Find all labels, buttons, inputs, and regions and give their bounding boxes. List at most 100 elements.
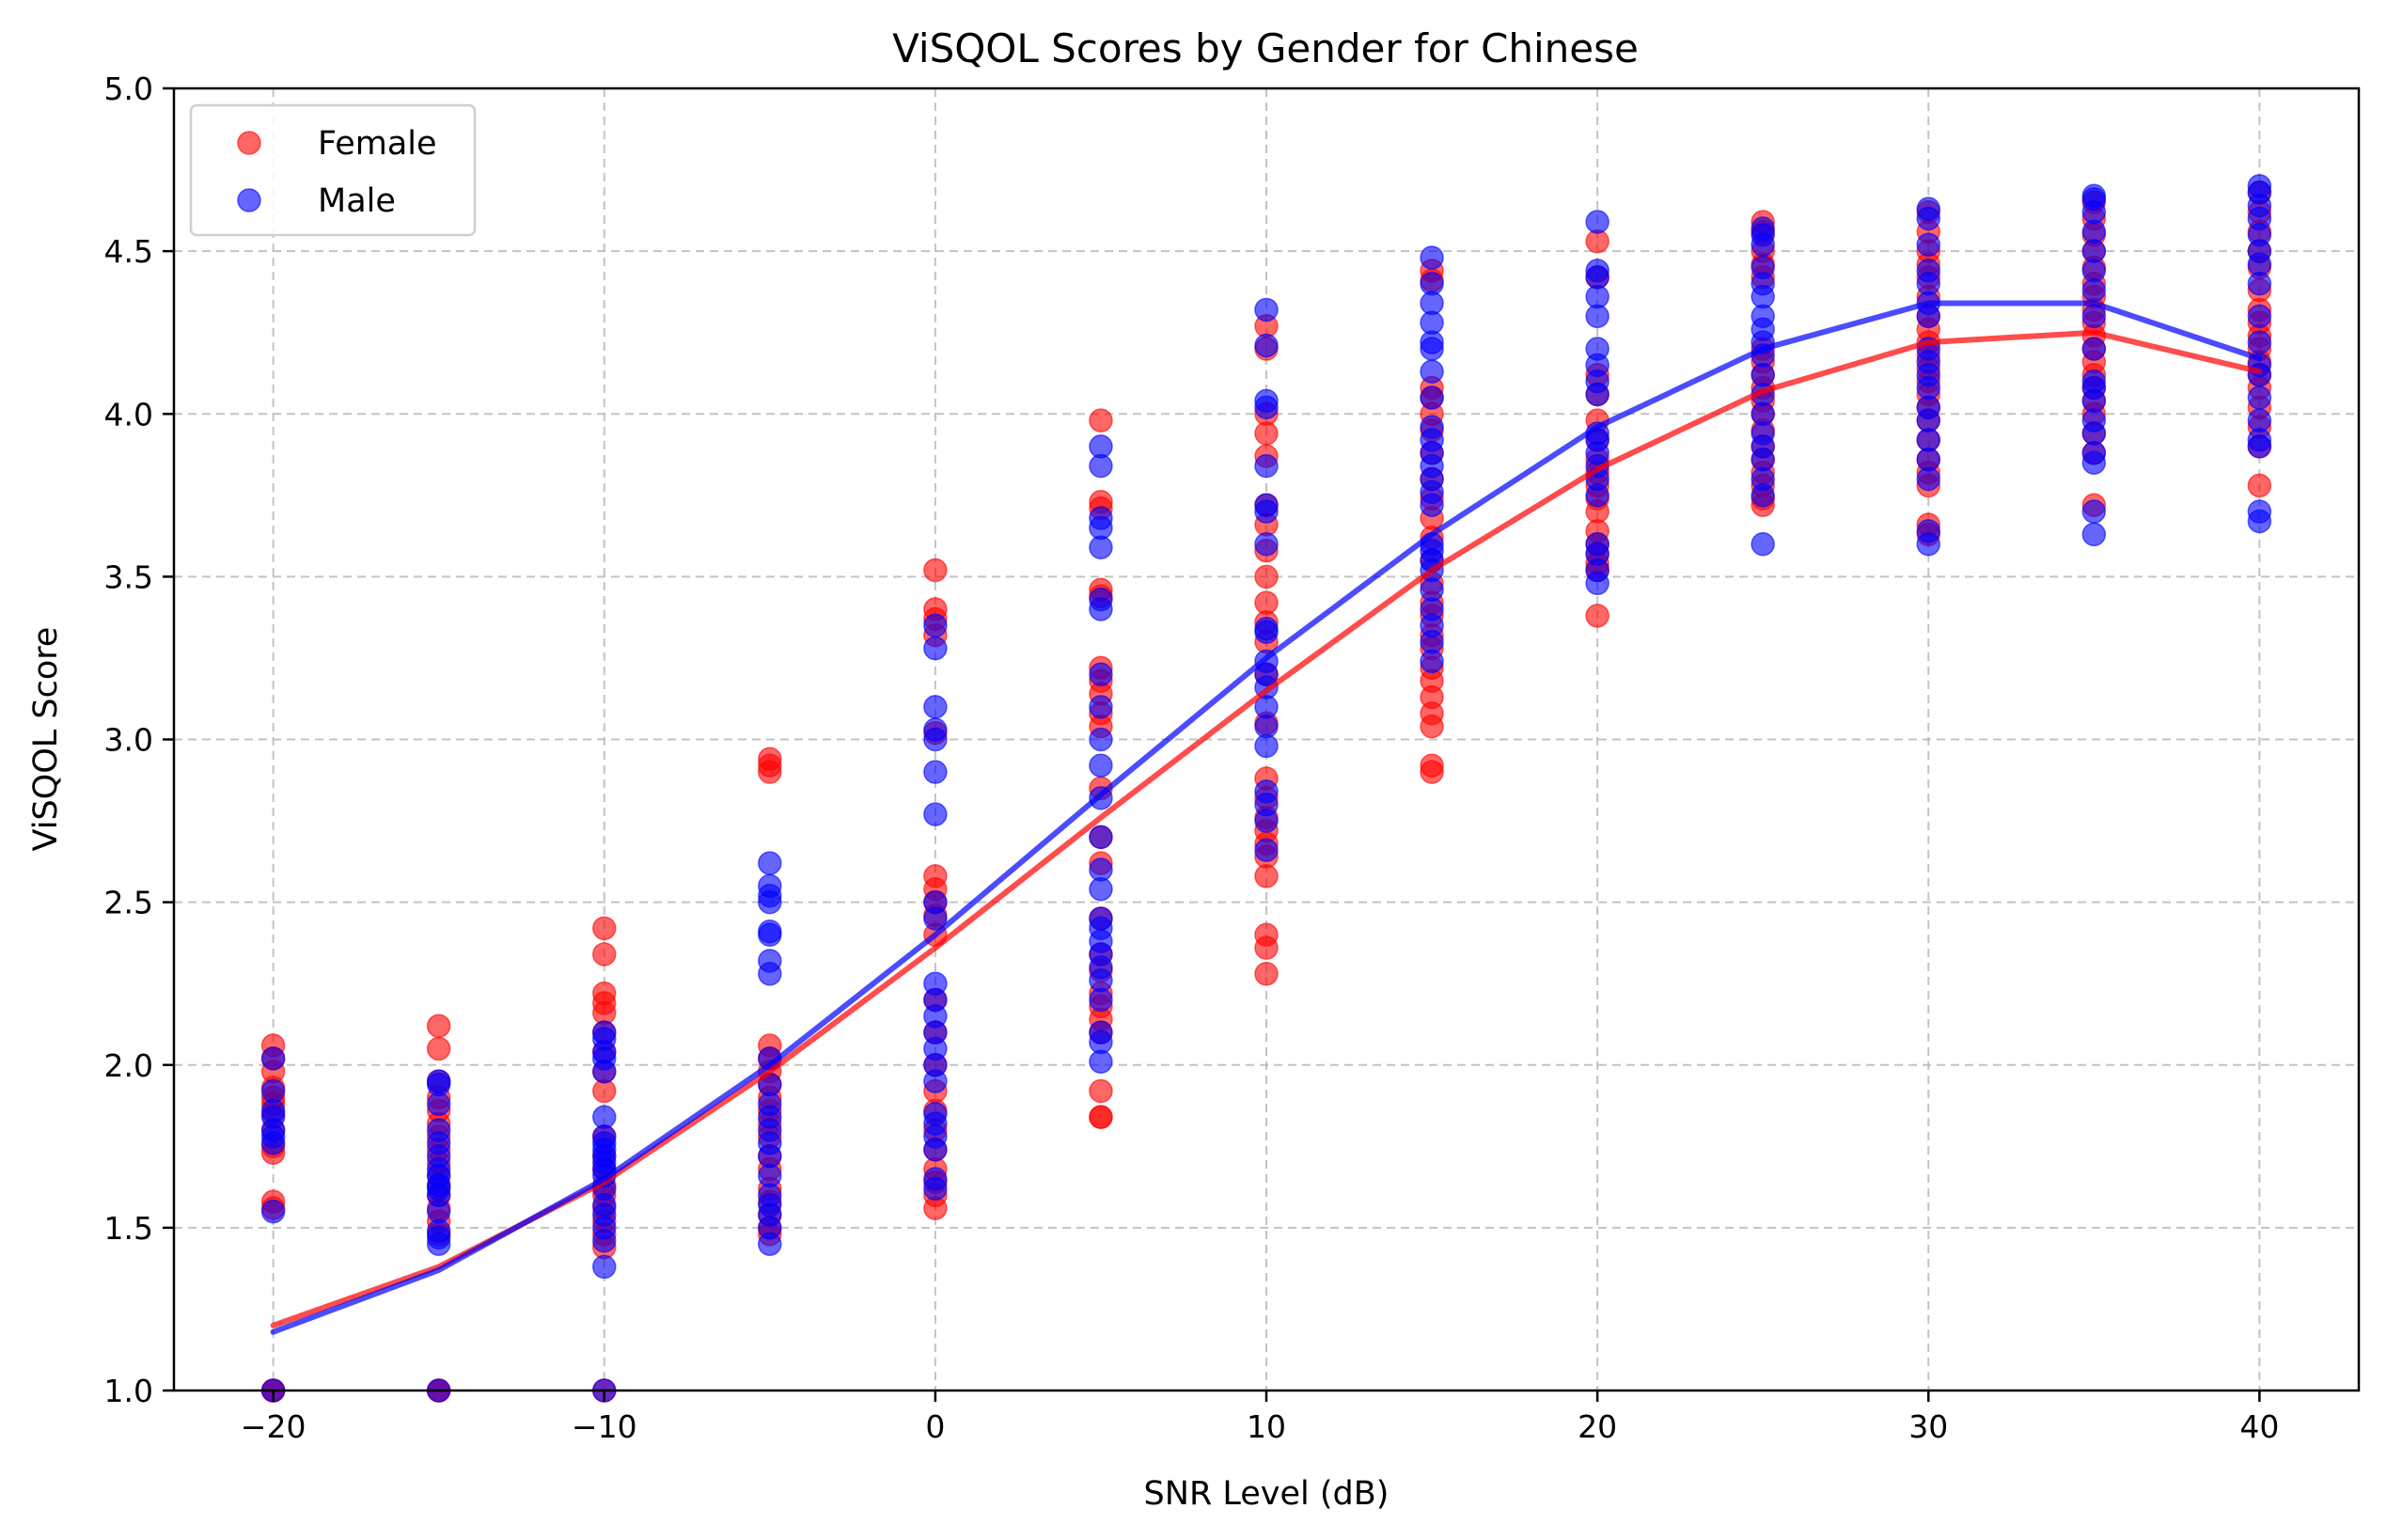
male-data-point — [1420, 385, 1444, 410]
x-tick-label: 10 — [1247, 1408, 1286, 1445]
y-tick-label: 3.0 — [104, 722, 153, 759]
y-tick-label: 1.0 — [104, 1373, 153, 1409]
male-data-point — [758, 922, 782, 947]
male-data-point — [1420, 337, 1444, 361]
legend-marker-female — [237, 131, 261, 155]
male-data-point — [1089, 662, 1113, 686]
male-data-point — [923, 727, 948, 752]
female-trend-line — [270, 329, 2263, 1328]
x-tick-label: −10 — [572, 1408, 637, 1445]
male-data-point — [260, 1131, 286, 1155]
x-axis-label: SNR Level (dB) — [1144, 1475, 1390, 1513]
male-data-point — [2081, 522, 2107, 547]
male-data-point — [1089, 597, 1113, 621]
male-data-point — [1254, 333, 1279, 358]
male-data-point — [1916, 206, 1940, 231]
male-data-point — [1420, 649, 1444, 674]
female-data-point — [1089, 1105, 1113, 1129]
legend-marker-male — [237, 188, 261, 212]
male-data-point — [1916, 466, 1940, 492]
male-data-point — [1089, 877, 1113, 902]
male-data-point — [426, 1232, 451, 1256]
legend: Female Male — [189, 103, 477, 237]
female-data-point — [2247, 473, 2272, 498]
female-data-point — [1254, 421, 1279, 446]
male-data-point — [1089, 727, 1113, 752]
male-data-point — [758, 889, 782, 915]
male-data-point — [1089, 695, 1113, 719]
male-data-point — [1089, 753, 1113, 778]
female-data-point — [1089, 1078, 1113, 1104]
male-data-point — [592, 1228, 617, 1253]
male-data-point — [2247, 304, 2272, 329]
legend-label-female: Female — [318, 125, 437, 163]
male-trend-line — [270, 300, 2263, 1335]
y-tick-label: 2.0 — [104, 1047, 153, 1084]
x-tick-label: 0 — [925, 1408, 945, 1445]
male-data-point — [426, 1092, 451, 1117]
male-data-point — [1751, 483, 1775, 508]
male-data-point — [1585, 210, 1610, 234]
female-data-point — [1254, 962, 1279, 986]
female-data-point — [758, 760, 782, 784]
male-data-point — [923, 1138, 948, 1162]
female-data-point — [592, 942, 617, 966]
x-tick-label: −20 — [241, 1408, 306, 1445]
y-tick-label: 3.5 — [104, 558, 153, 595]
female-data-point — [1254, 864, 1279, 888]
female-data-point — [426, 1036, 451, 1061]
male-data-point — [2081, 277, 2107, 303]
male-data-point — [2081, 499, 2107, 524]
male-data-point — [1420, 245, 1444, 270]
female-data-point — [592, 916, 617, 941]
male-data-point — [1420, 359, 1444, 384]
legend-box — [189, 103, 477, 237]
male-data-point — [1254, 620, 1279, 644]
male-data-point — [1916, 532, 1940, 557]
male-data-point — [923, 695, 948, 719]
y-tick-label: 1.5 — [104, 1210, 153, 1247]
y-tick-label: 4.0 — [104, 396, 153, 432]
male-data-point — [1916, 304, 1940, 329]
female-data-point — [1254, 935, 1279, 960]
male-data-point — [1585, 483, 1610, 508]
x-tick-label: 30 — [1908, 1408, 1948, 1445]
male-data-point — [592, 1059, 617, 1084]
male-data-point — [758, 851, 782, 875]
y-axis-label: ViSQOL Score — [27, 627, 65, 852]
female-data-point — [1254, 564, 1279, 589]
chart-title: ViSQOL Scores by Gender for Chinese — [892, 25, 1639, 71]
male-data-point — [2247, 434, 2272, 459]
male-data-point — [2247, 330, 2272, 354]
male-data-point — [260, 1199, 286, 1224]
male-data-point — [1585, 382, 1610, 407]
male-data-point — [1254, 532, 1279, 557]
legend-label-male: Male — [318, 182, 396, 220]
female-data-point — [1420, 760, 1444, 784]
male-data-point — [758, 1232, 782, 1256]
male-data-point — [1254, 297, 1279, 322]
male-data-point — [923, 1069, 948, 1093]
x-axis-ticks: −20 −10 0 10 20 30 40 — [241, 1391, 2279, 1445]
male-data-point — [1751, 232, 1775, 257]
male-data-point — [923, 906, 948, 931]
x-tick-label: 20 — [1578, 1408, 1617, 1445]
male-data-point — [1089, 825, 1113, 850]
male-data-point — [1089, 1049, 1113, 1075]
male-data-point — [1254, 733, 1279, 759]
male-data-point — [2081, 450, 2107, 475]
male-data-point — [1254, 453, 1279, 479]
male-data-point — [923, 613, 948, 638]
female-data-point — [1420, 714, 1444, 739]
male-data-point — [923, 1176, 948, 1202]
female-data-point — [1585, 604, 1610, 628]
male-data-point — [923, 636, 948, 661]
male-data-point — [2081, 337, 2107, 361]
male-data-point — [923, 802, 948, 826]
y-axis-ticks: 1.0 1.5 2.0 2.5 3.0 3.5 4.0 4.5 5.0 — [104, 71, 174, 1409]
male-data-point — [2247, 509, 2272, 534]
male-data-point — [1585, 571, 1610, 596]
male-data-point — [2247, 385, 2272, 410]
x-tick-label: 40 — [2239, 1408, 2279, 1445]
